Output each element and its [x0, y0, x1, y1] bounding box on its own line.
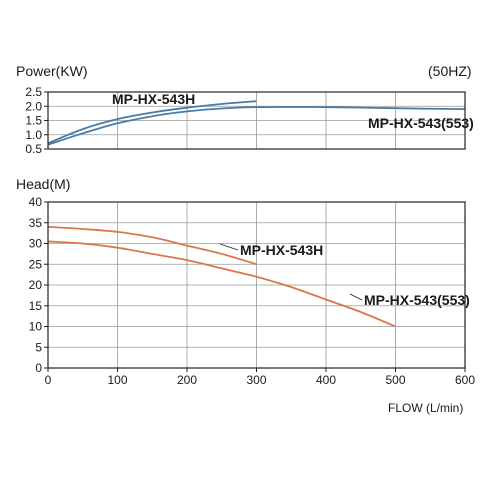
power-series-label-543h: MP-HX-543H [112, 91, 195, 107]
y-tick-label: 0 [35, 361, 42, 375]
power-series-label-543-553: MP-HX-543(553) [368, 115, 474, 131]
head-series-label-543-553: MP-HX-543(553) [364, 292, 470, 308]
x-tick-label: 300 [246, 373, 266, 387]
y-tick-label: 10 [29, 320, 43, 334]
x-tick-label: 0 [45, 373, 52, 387]
power-curve-543-553 [47, 106, 466, 146]
power-frame [47, 91, 466, 150]
power-curve-543h [47, 100, 257, 145]
y-tick-label: 1.0 [25, 128, 42, 142]
head-curve-543h [47, 226, 257, 266]
head-axis-title: Head(M) [16, 176, 70, 192]
head-curve-543-553 [47, 240, 396, 328]
y-tick-label: 20 [29, 278, 43, 292]
head-x-ticks: 0 100 200 300 400 500 600 [45, 368, 475, 387]
y-tick-label: 0.5 [25, 142, 42, 156]
y-tick-label: 1.5 [25, 114, 42, 128]
head-grid [48, 202, 465, 368]
frequency-label: (50HZ) [428, 63, 472, 79]
y-tick-label: 5 [35, 340, 42, 354]
y-tick-label: 35 [29, 216, 43, 230]
power-panel: Power(KW) (50HZ) 0.51.01.52.02.5 MP-HX-5… [16, 63, 474, 156]
power-axis-title: Power(KW) [16, 63, 88, 79]
head-y-ticks: 0 5 10 15 20 25 30 35 40 [29, 195, 48, 375]
power-curves [47, 100, 466, 146]
head-series-label-543h: MP-HX-543H [240, 242, 323, 258]
head-panel: Head(M) 0 5 10 15 20 25 30 35 40 0 100 200 300 400 50… [16, 176, 475, 415]
head-curves [47, 226, 396, 328]
x-tick-label: 600 [455, 373, 475, 387]
y-tick-label: 25 [29, 257, 43, 271]
y-tick-label: 40 [29, 195, 43, 209]
flow-axis-title: FLOW (L/min) [388, 401, 463, 415]
label-leader-543h [219, 243, 239, 251]
x-tick-label: 500 [385, 373, 405, 387]
x-tick-label: 400 [316, 373, 336, 387]
label-leader-543-553 [349, 293, 363, 301]
x-tick-label: 200 [177, 373, 197, 387]
y-tick-label: 15 [29, 299, 43, 313]
head-frame [47, 201, 466, 369]
y-tick-label: 2.5 [25, 85, 42, 99]
y-tick-label: 2.0 [25, 99, 42, 113]
power-y-ticks: 0.51.01.52.02.5 [25, 85, 48, 156]
y-tick-label: 30 [29, 237, 43, 251]
x-tick-label: 100 [107, 373, 127, 387]
